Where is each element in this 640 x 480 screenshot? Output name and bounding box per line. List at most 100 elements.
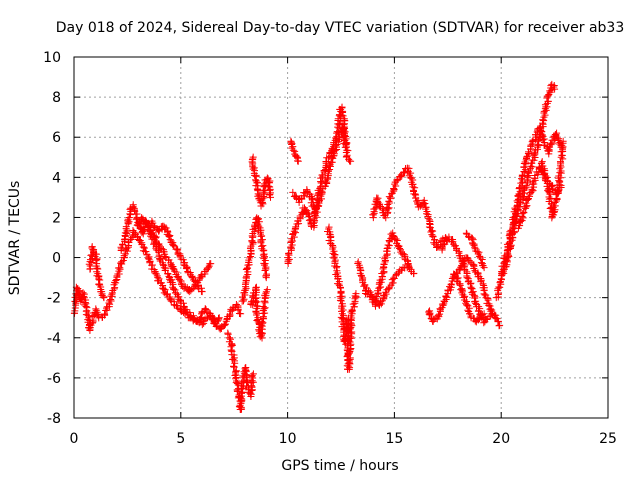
data-point bbox=[227, 346, 235, 354]
data-point bbox=[198, 321, 206, 329]
data-point bbox=[116, 264, 124, 272]
data-point bbox=[171, 267, 179, 275]
data-point bbox=[466, 280, 474, 288]
data-point bbox=[480, 290, 488, 298]
data-point bbox=[255, 215, 263, 223]
data-point bbox=[262, 265, 270, 273]
data-point bbox=[513, 197, 521, 205]
data-point bbox=[258, 236, 266, 244]
data-point bbox=[294, 157, 302, 165]
data-point bbox=[167, 297, 175, 305]
y-tick-label: 8 bbox=[52, 90, 61, 106]
plot-frame bbox=[73, 56, 609, 419]
data-point bbox=[434, 311, 442, 319]
data-point bbox=[429, 233, 437, 241]
data-point bbox=[476, 254, 484, 262]
data-point bbox=[258, 318, 266, 326]
data-point bbox=[229, 355, 237, 363]
data-point bbox=[520, 159, 528, 167]
data-point bbox=[480, 264, 488, 272]
data-point bbox=[464, 306, 472, 314]
data-point bbox=[237, 394, 245, 402]
data-point bbox=[459, 258, 467, 266]
data-point bbox=[243, 272, 251, 280]
data-point bbox=[514, 199, 522, 207]
data-point bbox=[289, 188, 297, 196]
data-point bbox=[253, 214, 261, 222]
data-point bbox=[514, 192, 522, 200]
data-point bbox=[346, 338, 354, 346]
data-point bbox=[262, 272, 270, 280]
data-point bbox=[559, 137, 567, 145]
data-point bbox=[126, 236, 134, 244]
y-axis-label: SDTVAR / TECUs bbox=[7, 181, 23, 296]
data-point bbox=[118, 258, 126, 266]
data-point bbox=[463, 274, 471, 282]
data-point bbox=[477, 276, 485, 284]
data-point bbox=[123, 226, 131, 234]
data-point bbox=[135, 219, 143, 227]
data-point bbox=[149, 222, 157, 230]
data-point bbox=[547, 141, 555, 149]
data-point bbox=[520, 208, 528, 216]
data-point bbox=[168, 240, 176, 248]
data-point bbox=[252, 308, 260, 316]
x-tick-label: 20 bbox=[492, 431, 510, 447]
x-tick-label: 15 bbox=[385, 431, 403, 447]
data-point bbox=[183, 264, 191, 272]
data-point bbox=[389, 232, 397, 240]
data-point bbox=[100, 294, 108, 302]
y-tick-label: 10 bbox=[43, 50, 61, 66]
data-point bbox=[553, 133, 561, 141]
data-point bbox=[529, 187, 537, 195]
data-point bbox=[439, 241, 447, 249]
data-point bbox=[518, 182, 526, 190]
data-marks bbox=[70, 80, 567, 414]
data-point bbox=[378, 205, 386, 213]
data-point bbox=[424, 214, 432, 222]
data-point bbox=[165, 233, 173, 241]
data-point bbox=[249, 165, 257, 173]
data-point bbox=[389, 279, 397, 287]
data-point bbox=[221, 321, 229, 329]
data-point bbox=[558, 151, 566, 159]
data-point bbox=[328, 144, 336, 152]
data-point bbox=[543, 92, 551, 100]
data-point bbox=[262, 289, 270, 297]
data-point bbox=[478, 310, 486, 318]
data-point bbox=[308, 195, 316, 203]
data-point bbox=[89, 319, 97, 327]
data-point bbox=[413, 197, 421, 205]
data-point bbox=[175, 275, 183, 283]
data-point bbox=[108, 290, 116, 298]
data-point bbox=[198, 288, 206, 296]
data-point bbox=[259, 187, 267, 195]
data-point bbox=[196, 314, 204, 322]
data-point bbox=[243, 265, 251, 273]
data-point bbox=[123, 244, 131, 252]
data-point bbox=[551, 85, 559, 93]
data-point bbox=[386, 193, 394, 201]
y-tick-label: -8 bbox=[47, 411, 61, 427]
data-point bbox=[120, 236, 128, 244]
data-point bbox=[242, 266, 250, 274]
data-point bbox=[161, 286, 169, 294]
data-point bbox=[369, 211, 377, 219]
data-point bbox=[171, 289, 179, 297]
data-point bbox=[556, 177, 564, 185]
data-point bbox=[249, 378, 257, 386]
data-point bbox=[260, 180, 268, 188]
data-point bbox=[465, 257, 473, 265]
data-point bbox=[179, 256, 187, 264]
data-point bbox=[394, 269, 402, 277]
y-tick-label: -6 bbox=[47, 371, 61, 387]
data-point bbox=[556, 165, 564, 173]
data-point bbox=[324, 154, 332, 162]
data-point bbox=[426, 311, 434, 319]
data-point bbox=[455, 280, 463, 288]
data-point bbox=[527, 141, 535, 149]
data-point bbox=[162, 224, 170, 232]
data-point bbox=[88, 259, 96, 267]
data-point bbox=[151, 237, 159, 245]
data-point bbox=[234, 379, 242, 387]
